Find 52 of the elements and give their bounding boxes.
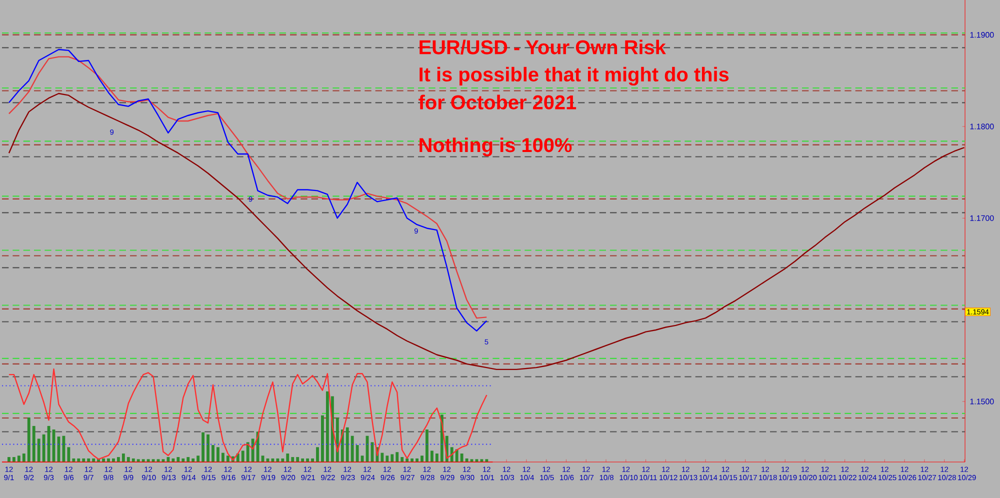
bar xyxy=(37,438,40,462)
annotation: Nothing is 100% xyxy=(420,138,572,156)
bar xyxy=(116,457,120,462)
bar xyxy=(316,447,319,462)
bar xyxy=(450,447,454,462)
bar xyxy=(216,447,220,462)
bar xyxy=(221,452,224,462)
bar xyxy=(122,454,125,462)
bar xyxy=(136,459,140,462)
bar xyxy=(386,456,389,462)
bar xyxy=(360,456,364,462)
bar xyxy=(241,450,244,462)
bar xyxy=(12,457,16,462)
bar xyxy=(166,457,170,462)
bar xyxy=(62,436,66,462)
bar xyxy=(146,459,150,462)
bar xyxy=(420,456,424,462)
bar xyxy=(286,454,290,462)
bar xyxy=(396,452,399,462)
bar xyxy=(296,457,300,462)
bar xyxy=(186,457,190,462)
bar xyxy=(326,391,329,462)
bar xyxy=(485,459,488,462)
bar xyxy=(42,434,46,462)
bar xyxy=(32,426,36,462)
bar xyxy=(196,456,200,462)
bar xyxy=(202,432,205,462)
bar xyxy=(350,436,354,462)
bar xyxy=(27,417,30,462)
bar xyxy=(426,429,428,462)
bar xyxy=(430,450,434,462)
bar xyxy=(142,459,145,462)
annotation: It is possible that it might do this xyxy=(420,66,729,86)
bar xyxy=(400,457,404,462)
bar xyxy=(226,456,230,462)
bar xyxy=(460,454,464,462)
bar xyxy=(435,454,438,462)
bar xyxy=(206,434,210,462)
bar xyxy=(176,457,180,462)
bar xyxy=(291,457,294,462)
bar xyxy=(67,447,70,462)
bar xyxy=(17,456,20,462)
bar xyxy=(390,454,394,462)
bar xyxy=(246,442,250,462)
bar xyxy=(212,445,214,462)
bar xyxy=(321,415,324,462)
bar xyxy=(126,457,130,462)
bar xyxy=(8,457,10,462)
bar xyxy=(380,452,384,462)
bar xyxy=(346,427,349,462)
bar xyxy=(356,445,359,462)
bar xyxy=(22,454,26,462)
